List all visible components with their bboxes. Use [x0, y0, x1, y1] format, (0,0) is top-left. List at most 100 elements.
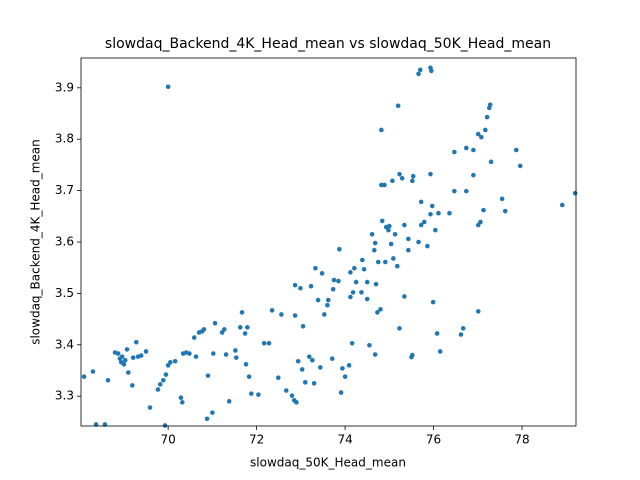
- point: [325, 297, 331, 303]
- point: [383, 259, 388, 265]
- point: [402, 222, 407, 228]
- point: [319, 271, 325, 276]
- point: [126, 370, 131, 375]
- point: [266, 340, 272, 346]
- point: [269, 308, 275, 313]
- point: [105, 377, 111, 383]
- point: [360, 257, 365, 263]
- point: [160, 377, 166, 383]
- point: [352, 265, 357, 271]
- point: [458, 332, 464, 337]
- y-tick-label: 3.5: [55, 286, 74, 300]
- point: [481, 207, 486, 213]
- y-tick-label: 3.7: [55, 183, 74, 197]
- point: [484, 114, 490, 120]
- point: [90, 369, 96, 374]
- point: [233, 355, 239, 360]
- point: [292, 282, 298, 288]
- x-tick-label: 72: [249, 433, 264, 447]
- point: [475, 131, 481, 137]
- y-tick-label: 3.8: [55, 132, 74, 146]
- point: [379, 218, 385, 224]
- point: [299, 367, 305, 372]
- point: [483, 127, 488, 133]
- point: [346, 363, 352, 368]
- point: [418, 199, 424, 205]
- point: [390, 178, 395, 184]
- plot-frame: [80, 57, 577, 427]
- point: [210, 351, 216, 356]
- point: [298, 285, 303, 291]
- point: [348, 270, 353, 275]
- point: [302, 380, 308, 385]
- point: [279, 312, 284, 317]
- point: [430, 299, 436, 305]
- point: [502, 208, 508, 214]
- point: [330, 286, 336, 292]
- x-axis-label: slowdaq_50K_Head_mean: [250, 456, 406, 470]
- point: [191, 335, 197, 340]
- point: [204, 416, 210, 422]
- point: [325, 302, 330, 308]
- point: [463, 188, 469, 194]
- point: [479, 134, 484, 140]
- point: [210, 410, 215, 415]
- point: [388, 241, 394, 247]
- point: [168, 359, 173, 365]
- point: [143, 349, 149, 354]
- point: [463, 145, 469, 151]
- point: [336, 278, 341, 284]
- point: [397, 326, 402, 331]
- point: [416, 239, 421, 245]
- point: [447, 210, 452, 216]
- point: [294, 400, 299, 405]
- point: [81, 374, 87, 379]
- point: [193, 354, 199, 359]
- point: [559, 202, 565, 208]
- point: [353, 279, 359, 285]
- point: [364, 296, 370, 302]
- point: [425, 243, 430, 249]
- point: [348, 294, 353, 300]
- point: [386, 227, 391, 233]
- point: [300, 323, 306, 329]
- point: [416, 71, 421, 77]
- point: [342, 374, 348, 379]
- point: [418, 222, 424, 228]
- point: [452, 149, 457, 155]
- point: [371, 247, 377, 253]
- point: [513, 147, 519, 153]
- x-tick-label: 74: [337, 433, 352, 447]
- point: [382, 182, 387, 188]
- point: [223, 352, 229, 357]
- point: [475, 222, 481, 228]
- point: [187, 351, 192, 356]
- point: [406, 247, 411, 253]
- point: [399, 175, 405, 181]
- point: [369, 231, 375, 237]
- point: [487, 102, 493, 108]
- point: [237, 325, 243, 330]
- y-tick-label: 3.9: [55, 80, 74, 94]
- point: [245, 325, 250, 330]
- point: [115, 351, 121, 356]
- point: [410, 173, 416, 179]
- point: [421, 219, 427, 225]
- point: [226, 399, 232, 404]
- point: [138, 353, 144, 358]
- point: [233, 348, 238, 353]
- point: [292, 313, 298, 318]
- point: [397, 171, 402, 177]
- point: [350, 290, 356, 295]
- point: [243, 362, 249, 367]
- point: [318, 365, 323, 370]
- x-tick-label: 70: [161, 433, 176, 447]
- point: [364, 279, 370, 285]
- point: [261, 340, 267, 346]
- point: [308, 283, 314, 289]
- point: [321, 312, 327, 317]
- chart-title: slowdaq_Backend_4K_Head_mean vs slowdaq_…: [105, 36, 551, 52]
- point: [433, 227, 438, 233]
- point: [392, 231, 398, 237]
